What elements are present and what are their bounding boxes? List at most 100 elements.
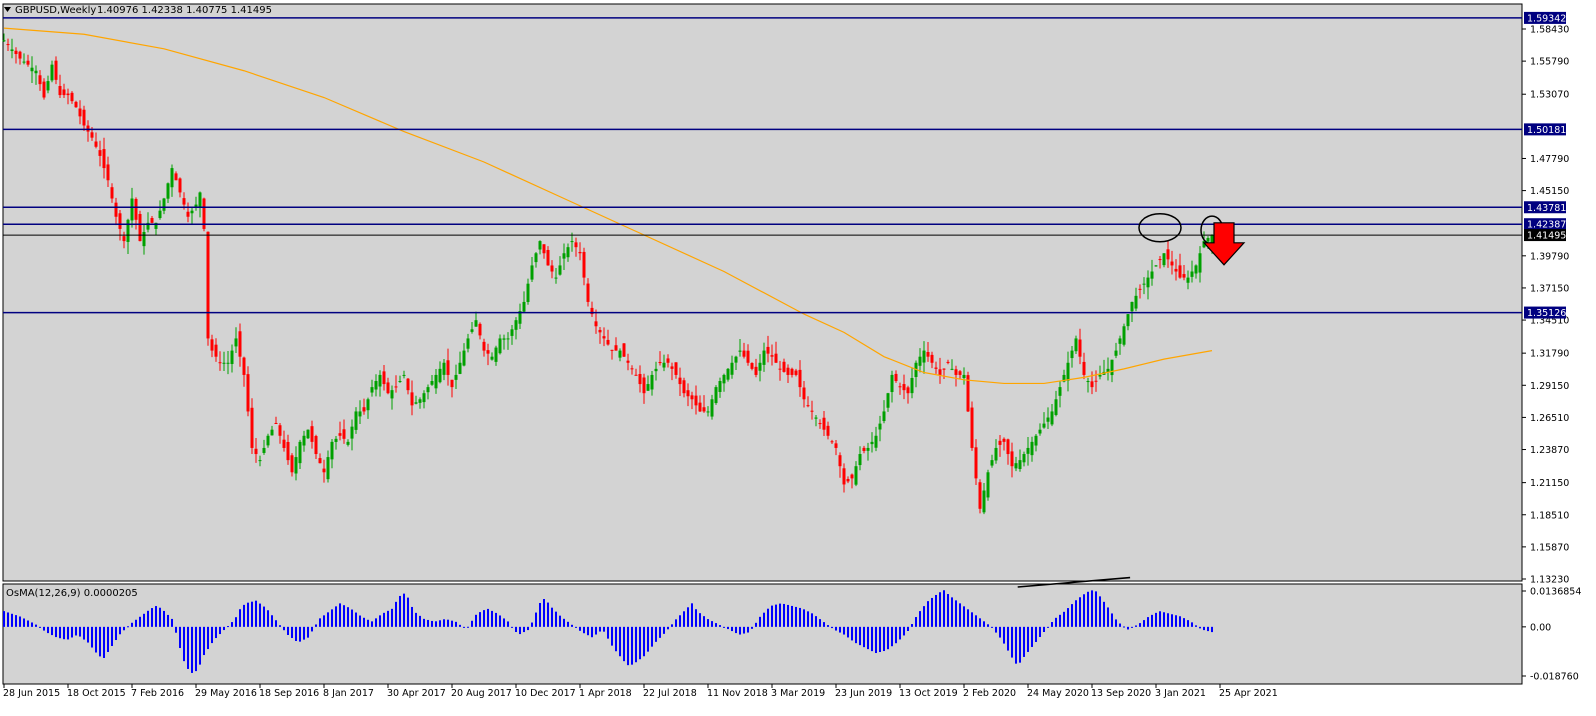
- osma-bar: [1007, 626, 1009, 651]
- osma-bar: [603, 626, 605, 632]
- osma-bar: [167, 614, 169, 627]
- candle-bull: [374, 381, 378, 390]
- indicator-y-tick-label: 0.00: [1530, 622, 1551, 633]
- candle-bull: [230, 350, 234, 365]
- osma-bar: [1183, 618, 1185, 627]
- price-tag: [1524, 229, 1566, 242]
- osma-bar: [859, 626, 861, 646]
- osma-bar: [527, 626, 529, 631]
- osma-bar: [79, 626, 81, 637]
- osma-bar: [187, 626, 189, 669]
- ellipse-annotation[interactable]: [1138, 212, 1182, 243]
- candle-bull: [758, 362, 762, 371]
- candle-bull: [170, 168, 174, 188]
- candle-bear: [658, 362, 662, 364]
- osma-bar: [1203, 626, 1205, 631]
- osma-bar: [303, 626, 305, 640]
- x-tick-label: 23 Jun 2019: [835, 688, 892, 699]
- candle-bull: [1194, 265, 1198, 274]
- osma-bar: [1051, 622, 1053, 627]
- down-arrow-icon[interactable]: [1202, 222, 1246, 266]
- candle-bear: [310, 426, 314, 442]
- price-y-tick-label: 1.34510: [1530, 316, 1569, 327]
- candle-bear: [82, 109, 86, 126]
- osma-bar: [1187, 620, 1189, 627]
- osma-bar: [1063, 611, 1065, 627]
- price-y-tick-label: 1.31790: [1530, 349, 1569, 360]
- candle-bull: [454, 374, 458, 380]
- candle-bear: [138, 214, 142, 242]
- candle-bear: [218, 362, 222, 364]
- osma-bar: [115, 626, 117, 641]
- candle-bull: [730, 362, 734, 375]
- candle-bear: [1006, 439, 1010, 455]
- candle-bear: [342, 429, 346, 439]
- moving-average-line: [3, 27, 1213, 385]
- price-tag: [1524, 11, 1566, 24]
- x-tick-label: 2 Feb 2020: [963, 688, 1016, 699]
- price-y-tick-label: 1.21150: [1530, 478, 1569, 489]
- osma-bar: [1091, 590, 1093, 627]
- candle-bull: [814, 417, 818, 419]
- candle-bear: [1002, 438, 1006, 442]
- candle-bear: [406, 378, 410, 391]
- candle-bull: [1114, 350, 1118, 356]
- osma-bar: [559, 615, 561, 627]
- candle-bear: [78, 108, 82, 117]
- candle-bull: [442, 362, 446, 375]
- osma-bar: [351, 609, 353, 627]
- candle-bear: [6, 44, 10, 46]
- candle-bear: [998, 440, 1002, 445]
- candle-bear: [638, 374, 642, 385]
- candle-bear: [970, 407, 974, 448]
- candle-bear: [838, 455, 842, 467]
- candle-bull: [662, 362, 666, 368]
- osma-bar: [755, 622, 757, 627]
- osma-bar: [407, 597, 409, 627]
- candle-bear: [958, 371, 962, 375]
- price-tag: [1524, 201, 1566, 214]
- price-y-tick-label: 1.47790: [1530, 154, 1569, 165]
- osma-bar: [611, 626, 613, 646]
- candle-bear: [818, 423, 822, 425]
- candle-bear: [686, 390, 690, 397]
- candle-bull: [1058, 387, 1062, 396]
- osma-bar: [331, 609, 333, 627]
- candle-bull: [990, 460, 994, 466]
- candle-bear: [386, 382, 390, 394]
- osma-bar: [443, 619, 445, 627]
- osma-bar: [819, 619, 821, 627]
- candle-bear: [938, 369, 942, 375]
- osma-bar: [1159, 611, 1161, 627]
- osma-bar: [311, 626, 313, 632]
- candle-bear: [394, 386, 398, 388]
- osma-bar: [939, 592, 941, 627]
- x-tick-label: 24 May 2020: [1027, 688, 1089, 699]
- osma-bar: [635, 626, 637, 663]
- candle-bear: [102, 149, 106, 169]
- osma-bar: [831, 626, 833, 629]
- osma-bar: [1031, 626, 1033, 647]
- candle-bull: [378, 374, 382, 387]
- candle-bull: [498, 338, 502, 354]
- price-y-tick-label: 1.45150: [1530, 186, 1569, 197]
- divergence-trendline[interactable]: [1017, 576, 1131, 588]
- osma-bar: [771, 605, 773, 627]
- candle-bear: [362, 407, 366, 412]
- osma-bar: [879, 626, 881, 653]
- candle-bull: [142, 231, 146, 247]
- osma-bar: [507, 621, 509, 627]
- osma-bar: [1071, 604, 1073, 627]
- osma-bar: [663, 626, 665, 634]
- osma-bar: [183, 626, 185, 662]
- osma-bar: [515, 626, 517, 633]
- osma-bar: [91, 626, 93, 648]
- osma-bar: [615, 626, 617, 652]
- osma-bar: [223, 626, 225, 631]
- candle-bear: [26, 60, 30, 65]
- symbol-dropdown-icon[interactable]: [4, 7, 11, 12]
- symbol-label: GBPUSD,Weekly: [15, 5, 96, 16]
- candle-bull: [22, 61, 26, 63]
- osma-bar: [695, 609, 697, 627]
- osma-bar: [67, 626, 69, 640]
